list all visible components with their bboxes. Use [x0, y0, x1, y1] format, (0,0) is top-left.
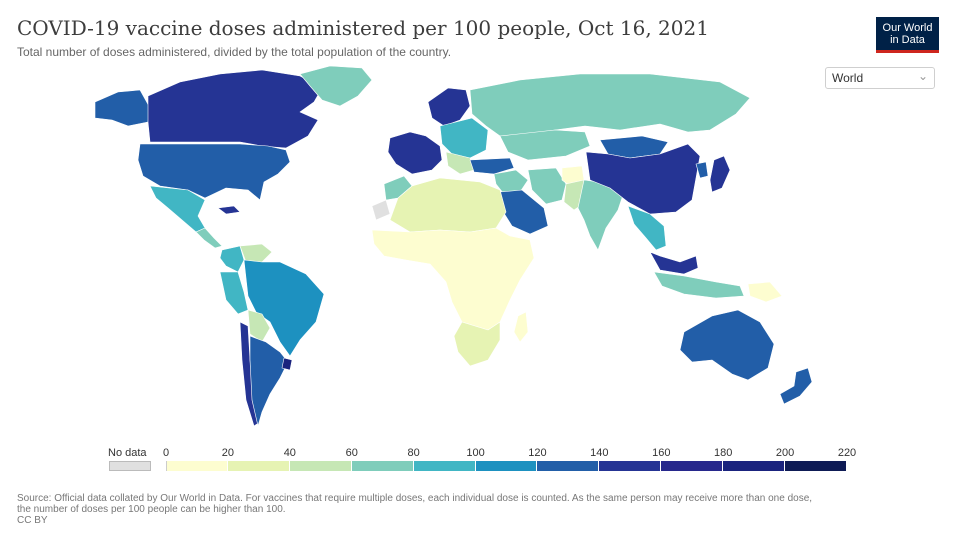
region-uruguay[interactable]	[281, 357, 293, 371]
region-australia[interactable]	[679, 309, 775, 381]
legend-bin[interactable]	[351, 461, 414, 471]
logo-line-2: in Data	[890, 34, 925, 46]
map-legend: No data 0 20 40 60 80 100 120 140 160 180 200 220	[0, 440, 954, 480]
region-argentina[interactable]	[249, 335, 289, 427]
region-western-europe[interactable]	[387, 131, 443, 175]
owid-logo[interactable]: Our World in Data	[876, 17, 939, 53]
legend-tick-label: 120	[528, 447, 547, 459]
region-indonesia[interactable]	[653, 271, 745, 299]
legend-tick-label: 220	[837, 447, 857, 459]
region-north-africa[interactable]	[389, 177, 507, 233]
region-venezuela[interactable]	[239, 243, 273, 263]
legend-no-data-swatch	[109, 461, 151, 471]
license-label: CC BY	[17, 515, 48, 526]
legend-bin[interactable]	[723, 461, 786, 471]
region-western-sahara[interactable]	[371, 199, 391, 221]
region-papua-new-guinea[interactable]	[747, 281, 783, 303]
region-canada[interactable]	[147, 69, 323, 149]
region-united-states[interactable]	[137, 143, 291, 201]
region-southeast-asia[interactable]	[627, 205, 667, 251]
region-new-zealand[interactable]	[779, 367, 813, 405]
world-map	[94, 65, 813, 427]
legend-tick-label: 100	[466, 447, 485, 459]
region-central-america[interactable]	[195, 227, 223, 249]
legend-tick-label: 40	[283, 447, 296, 459]
legend-tick-label: 140	[590, 447, 609, 459]
source-line-1: Source: Official data collated by Our Wo…	[17, 493, 813, 504]
region-china[interactable]	[585, 143, 701, 215]
legend-tick-label: 160	[652, 447, 671, 459]
legend-bin[interactable]	[661, 461, 724, 471]
legend-bin[interactable]	[413, 461, 476, 471]
legend-bin[interactable]	[289, 461, 352, 471]
region-turkey[interactable]	[469, 157, 515, 175]
legend-tick-label: 20	[221, 447, 235, 459]
region-colombia[interactable]	[219, 245, 245, 273]
logo-line-1: Our World	[882, 22, 933, 34]
source-line-2: the number of doses per 100 people can b…	[17, 504, 286, 515]
source-note: Source: Official data collated by Our Wo…	[17, 493, 947, 526]
legend-tick-label: 200	[775, 447, 795, 459]
legend-tick-label: 60	[345, 447, 358, 459]
region-eastern-europe[interactable]	[439, 117, 489, 159]
legend-bin[interactable]	[537, 461, 600, 471]
region-cuba[interactable]	[217, 205, 241, 215]
region-balkans[interactable]	[445, 151, 475, 175]
region-scandinavia[interactable]	[427, 87, 471, 127]
legend-tick-label: 0	[162, 447, 170, 459]
region-kazakhstan[interactable]	[499, 129, 591, 161]
region-peru[interactable]	[219, 271, 249, 315]
legend-bin[interactable]	[166, 461, 228, 471]
region-japan[interactable]	[709, 155, 731, 193]
logo-accent-bar	[876, 50, 939, 53]
legend-tick-label: 80	[407, 447, 420, 459]
legend-bin[interactable]	[475, 461, 538, 471]
region-southern-africa[interactable]	[453, 321, 501, 367]
region-chile[interactable]	[239, 321, 261, 427]
region-alaska[interactable]	[94, 89, 151, 127]
legend-bin[interactable]	[227, 461, 290, 471]
region-greenland[interactable]	[299, 65, 373, 107]
legend-tick-label: 180	[713, 447, 733, 459]
legend-bin[interactable]	[785, 461, 847, 471]
region-iran[interactable]	[527, 167, 567, 205]
region-select[interactable]: World ⌄	[825, 67, 935, 89]
chevron-down-icon: ⌄	[917, 69, 928, 83]
region-sub-saharan-africa[interactable]	[371, 227, 535, 331]
chart-subtitle: Total number of doses administered, divi…	[17, 45, 452, 59]
legend-bin[interactable]	[599, 461, 662, 471]
region-select-value: World	[832, 71, 864, 85]
chart-title: COVID-19 vaccine doses administered per …	[17, 16, 709, 40]
region-bolivia[interactable]	[247, 309, 271, 343]
region-korea[interactable]	[695, 161, 709, 179]
legend-no-data-label: No data	[108, 447, 147, 459]
region-malaysia[interactable]	[649, 251, 699, 275]
region-madagascar[interactable]	[513, 311, 529, 343]
region-russia[interactable]	[469, 73, 751, 137]
